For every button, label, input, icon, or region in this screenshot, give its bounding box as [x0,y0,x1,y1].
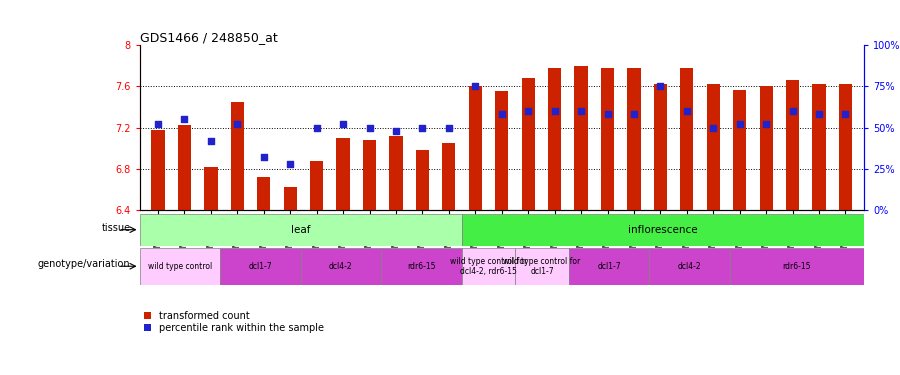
Point [653,83,668,89]
Bar [220,248,301,285]
Bar [462,214,864,246]
Bar [442,143,455,210]
Text: leaf: leaf [291,225,310,235]
Text: inflorescence: inflorescence [628,225,698,235]
Bar [151,130,165,210]
Point [626,111,641,117]
Point [574,108,589,114]
Text: rdr6-15: rdr6-15 [407,262,436,271]
Point [336,121,350,127]
Bar [515,248,569,285]
Point [363,124,377,130]
Bar [522,78,535,210]
Bar [469,86,482,210]
Point [203,138,218,144]
Bar [284,188,297,210]
Bar [257,177,270,210]
Bar [178,126,191,210]
Point [759,121,773,127]
Bar [653,84,667,210]
Bar [390,136,402,210]
Bar [786,80,799,210]
Text: dcl4-2: dcl4-2 [328,262,353,271]
Point [838,111,852,117]
Bar [140,214,462,246]
Bar [416,150,429,210]
Bar [813,84,825,210]
Bar [649,248,730,285]
Bar [301,248,381,285]
Bar [734,90,746,210]
Bar [839,84,852,210]
Legend: transformed count, percentile rank within the sample: transformed count, percentile rank withi… [144,311,324,333]
Point [389,128,403,134]
Point [680,108,694,114]
Bar [548,68,562,210]
Point [706,124,721,130]
Point [786,108,800,114]
Point [495,111,509,117]
Bar [495,92,508,210]
Bar [706,84,720,210]
Text: genotype/variation: genotype/variation [38,260,130,269]
Point [151,121,166,127]
Bar [310,160,323,210]
Text: tissue: tissue [102,223,130,233]
Text: dcl4-2: dcl4-2 [678,262,701,271]
Point [415,124,429,130]
Text: wild type control for
dcl4-2, rdr6-15: wild type control for dcl4-2, rdr6-15 [450,256,527,276]
Point [521,108,535,114]
Bar [601,68,614,210]
Point [600,111,615,117]
Text: dcl1-7: dcl1-7 [248,262,272,271]
Text: rdr6-15: rdr6-15 [783,262,811,271]
Text: wild type control: wild type control [148,262,211,271]
Point [230,121,245,127]
Bar [574,66,588,210]
Point [547,108,562,114]
Bar [230,102,244,210]
Bar [337,138,350,210]
Bar [381,248,462,285]
Point [283,161,297,167]
Text: GDS1466 / 248850_at: GDS1466 / 248850_at [140,31,277,44]
Bar [140,248,220,285]
Point [468,83,482,89]
Bar [204,166,218,210]
Text: wild type control for
dcl1-7: wild type control for dcl1-7 [503,256,580,276]
Bar [760,86,773,210]
Point [177,116,192,122]
Point [733,121,747,127]
Point [812,111,826,117]
Text: dcl1-7: dcl1-7 [598,262,621,271]
Point [442,124,456,130]
Bar [363,140,376,210]
Bar [730,248,864,285]
Bar [569,248,649,285]
Bar [627,68,641,210]
Bar [462,248,515,285]
Bar [680,68,694,210]
Point [310,124,324,130]
Point [256,154,271,160]
